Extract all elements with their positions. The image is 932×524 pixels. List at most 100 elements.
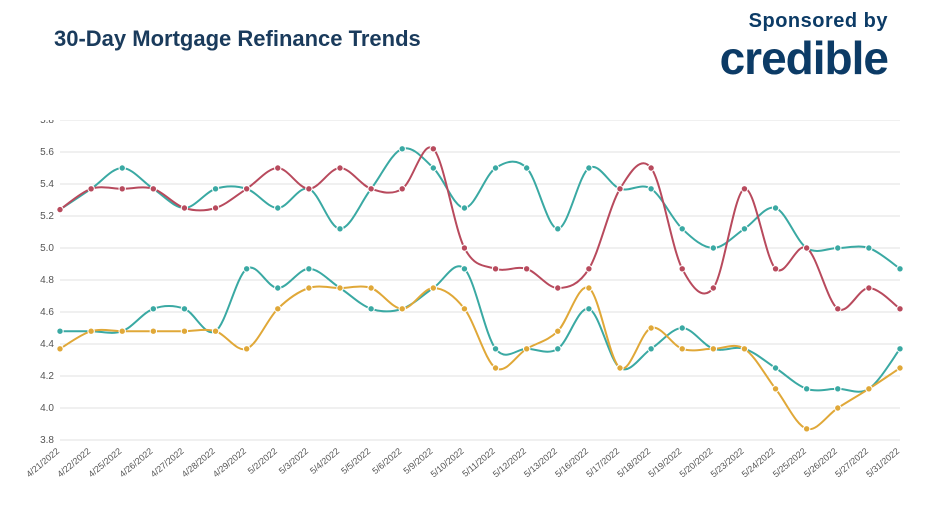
marker-series-d	[803, 426, 809, 432]
marker-series-a	[119, 165, 125, 171]
svg-text:5/13/2022: 5/13/2022	[522, 446, 559, 479]
marker-series-a	[835, 245, 841, 251]
marker-series-c	[897, 346, 903, 352]
svg-text:5/31/2022: 5/31/2022	[864, 446, 901, 479]
svg-text:5/27/2022: 5/27/2022	[833, 446, 870, 479]
marker-series-b	[430, 146, 436, 152]
marker-series-b	[88, 186, 94, 192]
svg-text:4/29/2022: 4/29/2022	[211, 446, 248, 479]
marker-series-b	[648, 165, 654, 171]
marker-series-d	[212, 328, 218, 334]
marker-series-d	[835, 405, 841, 411]
marker-series-d	[648, 325, 654, 331]
marker-series-d	[181, 328, 187, 334]
svg-text:5/20/2022: 5/20/2022	[678, 446, 715, 479]
marker-series-a	[212, 186, 218, 192]
marker-series-d	[399, 306, 405, 312]
sponsor-label: Sponsored by	[720, 10, 888, 33]
marker-series-b	[306, 186, 312, 192]
marker-series-a	[337, 226, 343, 232]
marker-series-d	[866, 386, 872, 392]
svg-text:4.4: 4.4	[40, 339, 54, 350]
marker-series-d	[710, 346, 716, 352]
svg-text:5/4/2022: 5/4/2022	[308, 446, 341, 476]
marker-series-b	[212, 205, 218, 211]
svg-text:4.6: 4.6	[40, 307, 54, 318]
chart-area: 3.84.04.24.44.64.85.05.25.45.65.84/21/20…	[24, 120, 914, 500]
sponsor-logo: credible	[720, 35, 888, 81]
marker-series-b	[555, 285, 561, 291]
marker-series-d	[368, 285, 374, 291]
svg-text:4.8: 4.8	[40, 275, 54, 286]
svg-text:4/22/2022: 4/22/2022	[55, 446, 92, 479]
marker-series-b	[57, 206, 63, 212]
marker-series-b	[181, 205, 187, 211]
svg-text:5/19/2022: 5/19/2022	[646, 446, 683, 479]
marker-series-a	[772, 205, 778, 211]
marker-series-b	[617, 186, 623, 192]
svg-text:5/23/2022: 5/23/2022	[709, 446, 746, 479]
marker-series-d	[617, 365, 623, 371]
marker-series-c	[461, 266, 467, 272]
marker-series-a	[897, 266, 903, 272]
svg-text:5/16/2022: 5/16/2022	[553, 446, 590, 479]
marker-series-a	[461, 205, 467, 211]
marker-series-d	[461, 306, 467, 312]
marker-series-b	[275, 165, 281, 171]
marker-series-c	[368, 306, 374, 312]
marker-series-d	[306, 285, 312, 291]
marker-series-d	[492, 365, 498, 371]
marker-series-b	[866, 285, 872, 291]
marker-series-a	[586, 165, 592, 171]
svg-text:5.6: 5.6	[40, 147, 54, 158]
svg-text:4/21/2022: 4/21/2022	[24, 446, 61, 479]
marker-series-b	[368, 186, 374, 192]
marker-series-c	[803, 386, 809, 392]
svg-text:5/17/2022: 5/17/2022	[584, 446, 621, 479]
svg-text:4/27/2022: 4/27/2022	[149, 446, 186, 479]
svg-text:4/25/2022: 4/25/2022	[86, 446, 123, 479]
marker-series-b	[803, 245, 809, 251]
svg-text:5/10/2022: 5/10/2022	[429, 446, 466, 479]
marker-series-b	[461, 245, 467, 251]
marker-series-a	[555, 226, 561, 232]
svg-text:4.0: 4.0	[40, 403, 54, 414]
marker-series-b	[243, 186, 249, 192]
marker-series-b	[679, 266, 685, 272]
marker-series-d	[897, 365, 903, 371]
marker-series-b	[523, 266, 529, 272]
marker-series-a	[679, 226, 685, 232]
svg-text:5/12/2022: 5/12/2022	[491, 446, 528, 479]
marker-series-d	[243, 346, 249, 352]
svg-text:4.2: 4.2	[40, 371, 54, 382]
svg-text:4/28/2022: 4/28/2022	[180, 446, 217, 479]
marker-series-b	[835, 306, 841, 312]
marker-series-c	[555, 346, 561, 352]
svg-text:5/2/2022: 5/2/2022	[246, 446, 279, 476]
svg-text:5/26/2022: 5/26/2022	[802, 446, 839, 479]
marker-series-a	[492, 165, 498, 171]
marker-series-a	[399, 146, 405, 152]
svg-text:5.2: 5.2	[40, 211, 54, 222]
marker-series-b	[119, 186, 125, 192]
marker-series-c	[586, 306, 592, 312]
chart-svg: 3.84.04.24.44.64.85.05.25.45.65.84/21/20…	[24, 120, 914, 500]
marker-series-a	[523, 165, 529, 171]
marker-series-c	[150, 306, 156, 312]
marker-series-d	[523, 346, 529, 352]
marker-series-b	[741, 186, 747, 192]
marker-series-d	[275, 306, 281, 312]
svg-text:5/3/2022: 5/3/2022	[277, 446, 310, 476]
svg-text:5/6/2022: 5/6/2022	[370, 446, 403, 476]
marker-series-c	[275, 285, 281, 291]
marker-series-a	[866, 245, 872, 251]
chart-title: 30-Day Mortgage Refinance Trends	[54, 26, 421, 52]
marker-series-c	[835, 386, 841, 392]
svg-text:5/18/2022: 5/18/2022	[615, 446, 652, 479]
marker-series-d	[772, 386, 778, 392]
marker-series-d	[337, 285, 343, 291]
svg-text:5/5/2022: 5/5/2022	[339, 446, 372, 476]
marker-series-c	[57, 328, 63, 334]
marker-series-d	[741, 346, 747, 352]
svg-text:5/11/2022: 5/11/2022	[460, 446, 497, 479]
